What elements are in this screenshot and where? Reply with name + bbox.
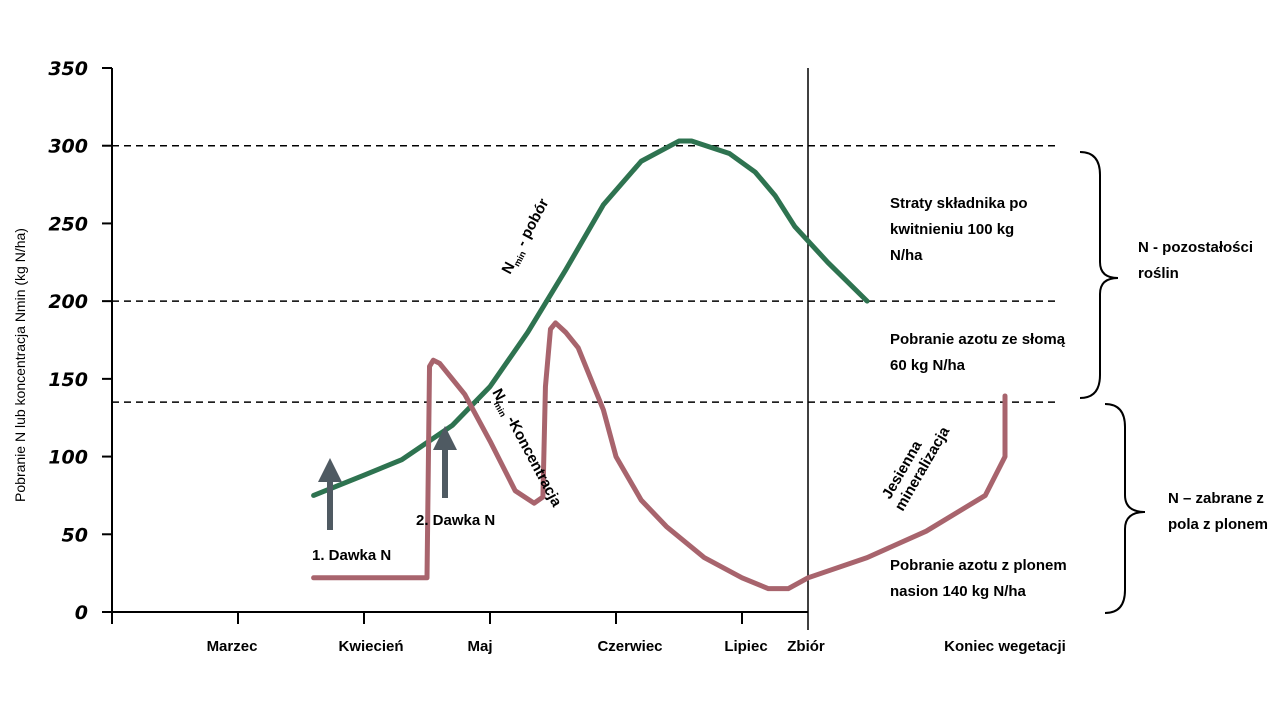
seed-yield-note: Pobranie azotu z plonem nasion 140 kg N/… xyxy=(890,557,1071,600)
y-tick-label: 300 xyxy=(48,136,88,158)
y-tick-label: 200 xyxy=(48,291,88,313)
series-lines xyxy=(311,138,1008,592)
x-category-label: Zbiór xyxy=(787,638,825,655)
seed-yield-note-line1: Pobranie azotu z plonem xyxy=(890,557,1067,574)
x-category-label: Lipiec xyxy=(724,638,767,655)
losses-note-line1: Straty składnika po xyxy=(890,195,1028,212)
x-category-label: Marzec xyxy=(207,638,258,655)
x-ticks: Marzec Kwiecień Maj Czerwiec Lipiec Zbiór Koni… xyxy=(111,612,1066,655)
removed-brace xyxy=(1104,403,1146,614)
removed-label-line2: pola z plonem xyxy=(1168,516,1268,533)
y-axis-label: Pobranie N lub koncentracja Nmin (kg N/h… xyxy=(12,228,28,502)
uptake-curve-label: Nmin - pobór xyxy=(499,196,555,278)
dose2-label: 2. Dawka N xyxy=(416,512,495,529)
removed-label: N – zabrane z pola z plonem xyxy=(1168,490,1268,533)
uptake-series-line xyxy=(311,138,870,498)
losses-note-line3: N/ha xyxy=(890,247,923,264)
straw-note: Pobranie azotu ze słomą 60 kg N/ha xyxy=(890,331,1069,374)
x-category-label: Kwiecień xyxy=(338,638,403,655)
removed-label-line1: N – zabrane z xyxy=(1168,490,1264,507)
y-tick-label: 50 xyxy=(62,524,88,546)
concentration-label-rest: -Koncentracja xyxy=(501,410,565,511)
dose1-label: 1. Dawka N xyxy=(312,547,391,564)
residues-brace xyxy=(1079,151,1119,399)
y-tick-label: 150 xyxy=(48,369,88,391)
x-category-label: Koniec wegetacji xyxy=(944,638,1066,655)
uptake-label-rest: - pobór xyxy=(511,196,552,253)
straw-note-line1: Pobranie azotu ze słomą xyxy=(890,331,1066,348)
y-tick-label: 350 xyxy=(48,58,88,80)
losses-note-line2: kwitnieniu 100 kg xyxy=(890,221,1014,238)
reference-lines xyxy=(112,144,1058,403)
y-tick-label: 100 xyxy=(48,447,88,469)
losses-note: Straty składnika po kwitnieniu 100 kg N/… xyxy=(890,195,1032,264)
residues-label-line2: roślin xyxy=(1138,265,1179,282)
mineralization-label: Jesienna mineralizacja xyxy=(877,415,954,514)
y-tick-label: 0 xyxy=(75,602,88,624)
y-axis-label-text: Pobranie N lub koncentracja Nmin (kg N/h… xyxy=(12,228,28,502)
concentration-series-line xyxy=(311,320,1008,592)
y-ticks: 0 50 100 150 200 250 300 350 xyxy=(48,58,112,624)
residues-label: N - pozostałości roślin xyxy=(1138,239,1257,282)
concentration-curve-label: Nmin -Koncentracja xyxy=(487,386,566,511)
x-category-label: Czerwiec xyxy=(597,638,662,655)
y-tick-label: 250 xyxy=(48,213,88,235)
seed-yield-note-line2: nasion 140 kg N/ha xyxy=(890,583,1027,600)
straw-note-line2: 60 kg N/ha xyxy=(890,357,966,374)
dose1-arrow xyxy=(318,458,342,530)
dose2-arrow xyxy=(433,426,457,498)
x-category-label: Maj xyxy=(467,638,492,655)
residues-label-line1: N - pozostałości xyxy=(1138,239,1253,256)
